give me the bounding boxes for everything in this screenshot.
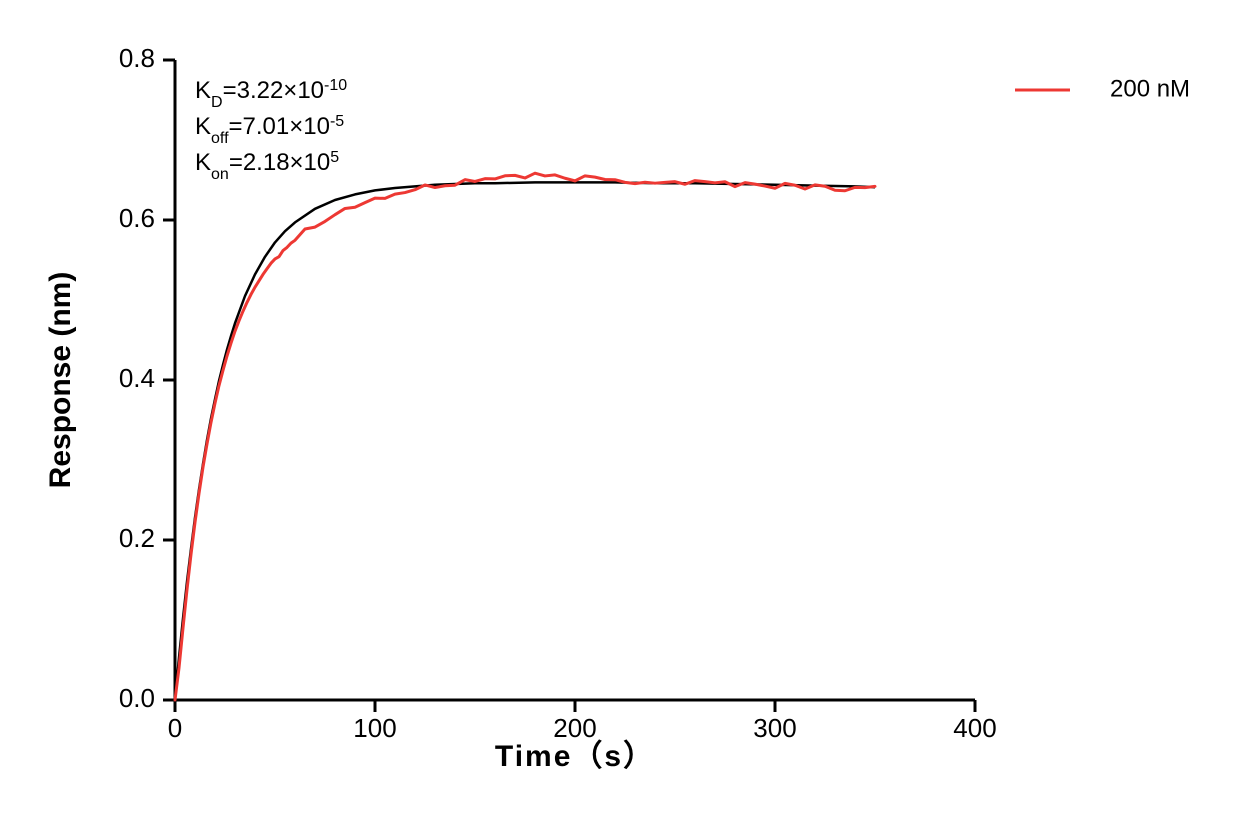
- x-axis-title: Time（s）: [495, 739, 655, 773]
- x-tick-label: 400: [953, 713, 996, 743]
- kinetics-annotation: Koff=7.01×10-5: [195, 113, 344, 147]
- kinetics-annotation: Kon=2.18×105: [195, 149, 339, 183]
- x-tick-label: 0: [168, 713, 182, 743]
- binding-kinetics-chart: 0.0 0.2 0.4 0.6 0.8 0 100 200 300 400 Response (nm…: [0, 0, 1245, 825]
- y-tick-label: 0.0: [119, 683, 155, 713]
- y-tick-label: 0.2: [119, 523, 155, 553]
- series-fit: [175, 182, 875, 700]
- kinetics-annotation: KD=3.22×10-10: [195, 77, 347, 111]
- series-200-nm: [175, 173, 875, 700]
- x-tick-label: 100: [353, 713, 396, 743]
- y-tick-label: 0.6: [119, 203, 155, 233]
- y-tick-label: 0.4: [119, 363, 155, 393]
- y-axis-title: Response (nm): [44, 272, 77, 489]
- x-tick-label: 200: [553, 713, 596, 743]
- y-tick-label: 0.8: [119, 43, 155, 73]
- x-tick-label: 300: [753, 713, 796, 743]
- legend-label: 200 nM: [1110, 75, 1190, 102]
- chart-svg: 0.0 0.2 0.4 0.6 0.8 0 100 200 300 400 Response (nm…: [0, 0, 1245, 825]
